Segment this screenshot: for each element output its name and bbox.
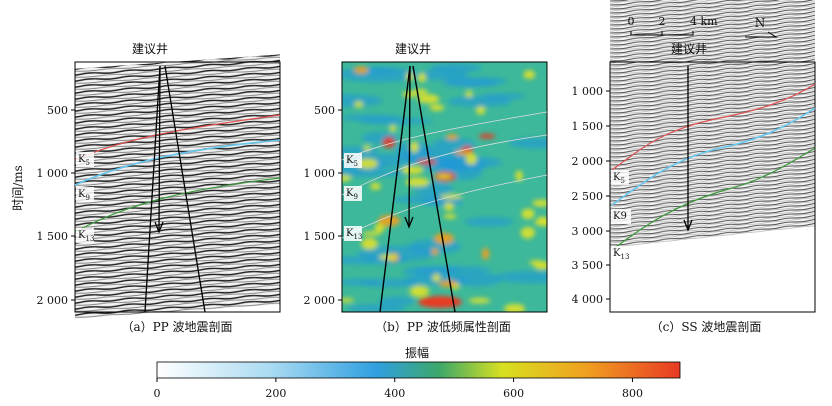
panel-c-well-arrow [683,219,693,232]
scale-bar: 0 2 4 km [628,15,718,36]
panel-a: 500 1 000 1 500 2 000 建议井 时间/ms （a）PP 波地震剖面… [11,42,281,334]
panel-c-ytick-label: 1 000 [572,85,604,98]
colorbar-tick-label: 0 [154,387,161,400]
panel-a-well-label: 建议井 [132,42,168,56]
panel-b-horizon-label: K9 [346,188,358,201]
panel-c-ytick-label: 3 500 [572,259,604,272]
colorbar-tick-label: 400 [384,387,405,400]
panel-c-seismic [610,0,815,248]
panel-a-well-path [158,65,161,231]
panel-b-well-label: 建议井 [395,42,431,56]
panel-b-caption: （b）PP 波低频属性剖面 [375,320,511,334]
panel-a-ylabel: 时间/ms [11,165,25,211]
panel-c-horizon-k13 [611,147,816,251]
panel-b-fault [379,65,456,313]
panel-c-ytick-label: 4 000 [572,293,604,306]
colorbar-tick-label: 800 [622,387,643,400]
colorbar-tick-label: 200 [265,387,286,400]
colorbar-title: 振幅 [405,345,429,360]
colorbar-gradient [156,361,681,379]
colorbar-tick-label: 600 [503,387,524,400]
panel-a-ytick-label: 500 [47,104,68,117]
panel-b-horizon-label: K5 [346,155,358,168]
panel-a-ytick-label: 2 000 [37,294,69,307]
panel-b-ytick-label: 500 [314,104,335,117]
panel-b-well-path [408,65,411,226]
panel-b-ytick-label: 1 500 [304,230,336,243]
scale-tick-2: 2 [659,15,666,28]
colorbar: 振幅 0 200 400 600 800 [154,345,681,400]
panel-a-horizon-label: K9 [78,189,90,202]
panel-c-horizon-k9 [611,107,816,206]
panel-c-horizon-label: K5 [613,172,625,185]
panel-a-horizon-label: K5 [78,154,90,167]
panel-a-seismic [75,54,280,319]
panel-a-fault [144,65,206,313]
panel-a-ytick-label: 1 000 [37,167,69,180]
panel-c-caption: （c）SS 波地震剖面 [651,320,762,334]
panel-c-ytick-label: 2 500 [572,190,604,203]
panel-b-well-arrow [404,216,414,229]
panel-c-ytick-label: 2 000 [572,155,604,168]
panel-a-well-arrow [154,221,164,234]
panel-c-well-label: 建议井 [671,42,707,56]
panel-b-ytick-label: 1 000 [304,167,336,180]
panel-a-horizon-k9 [74,139,281,186]
panel-c-horizon-k5 [611,83,816,171]
north-arrow-icon: N [745,16,778,38]
panel-b: 500 1 000 1 500 2 000 建议井 （b）PP 波低频属性剖面 K5 K… [304,42,548,334]
scale-tick-0: 0 [628,15,635,28]
panel-a-caption: （a）PP 波地震剖面 [121,320,232,334]
scale-tick-4km: 4 km [690,15,718,28]
panel-c-ytick-label: 1 500 [572,120,604,133]
panel-b-ytick-label: 2 000 [304,294,336,307]
panel-c-ytick-label: 3 000 [572,225,604,238]
panel-c-horizon-label: K9 [613,211,627,222]
panel-a-ytick-label: 1 500 [37,230,69,243]
north-label: N [755,16,766,30]
